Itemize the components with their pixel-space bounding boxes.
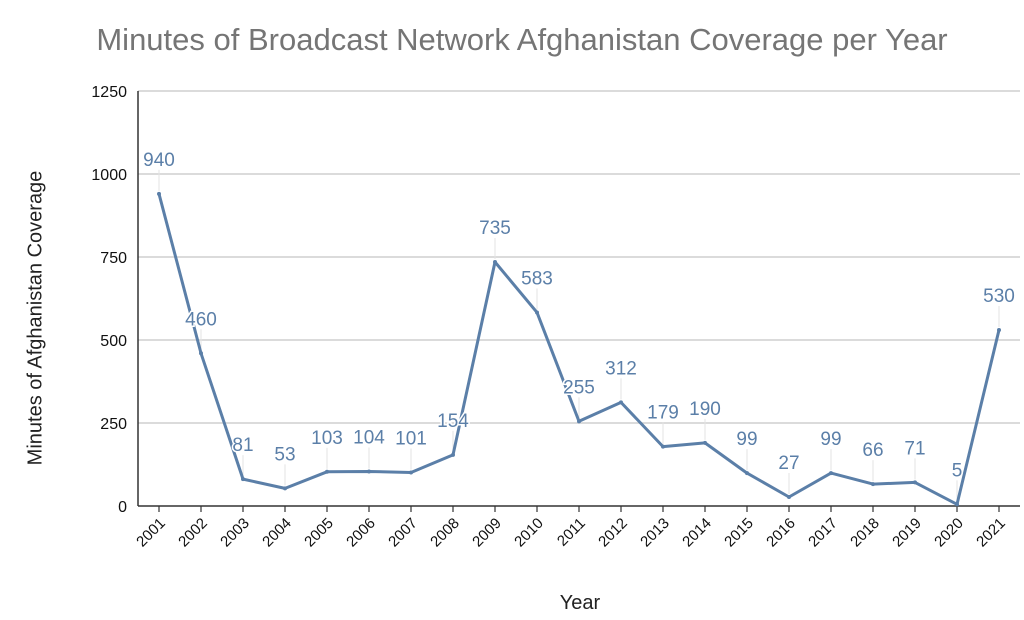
data-label: 101 [395,428,427,449]
grid-lines [138,90,1020,424]
data-point [577,419,581,424]
data-point [493,259,497,264]
data-point [955,502,959,507]
data-point [325,469,329,474]
x-tick-label: 2003 [217,515,253,551]
data-point [367,469,371,474]
data-label: 27 [778,453,799,474]
y-tick-label: 1000 [91,167,127,184]
data-point [535,310,539,315]
data-point [745,471,749,476]
x-tick-label: 2014 [679,515,715,551]
x-axis-title: Year [559,592,601,614]
data-label: 460 [185,309,217,330]
y-axis-title: Minutes of Afghanistan Coverage [24,170,47,466]
data-label: 583 [521,268,553,289]
chart-title: Minutes of Broadcast Network Afghanistan… [96,22,948,57]
data-point [913,480,917,485]
data-label: 530 [983,286,1015,307]
x-tick-label: 2002 [175,515,211,551]
data-label: 190 [689,399,721,420]
data-point [829,471,833,476]
data-point [451,452,455,457]
data-point [871,482,875,487]
data-point [787,495,791,500]
data-label: 735 [479,218,511,239]
series [157,191,1001,507]
data-label: 99 [820,429,841,450]
data-label: 5 [952,460,963,481]
data-point [241,477,245,482]
x-tick-label: 2009 [469,515,505,551]
axes [137,91,1020,512]
data-label: 154 [437,411,469,432]
data-point [157,191,161,196]
y-tick-label: 0 [118,499,127,516]
data-label: 66 [862,440,883,461]
data-label: 71 [904,438,925,459]
data-point [409,470,413,475]
data-label: 99 [736,429,757,450]
data-point [703,440,707,445]
data-label: 81 [232,435,253,456]
x-tick-label: 2013 [637,515,673,551]
x-tick-label: 2020 [931,515,967,551]
x-tick-label: 2019 [889,515,925,551]
y-tick-label: 750 [100,250,127,267]
data-label: 940 [143,150,175,171]
data-label: 179 [647,403,679,424]
x-tick-label: 2007 [385,515,421,551]
y-tick-label: 1250 [91,84,127,101]
y-tick-labels: 0 250 500 750 1000 1250 [91,84,127,516]
x-tick-label: 2001 [133,515,169,551]
data-point [283,486,287,491]
x-tick-label: 2005 [301,515,337,551]
data-point [997,328,1001,333]
data-point [199,351,203,356]
x-tick-label: 2021 [973,515,1009,551]
x-tick-label: 2008 [427,515,463,551]
data-point [661,444,665,449]
y-tick-label: 250 [100,416,127,433]
y-tick-label: 500 [100,333,127,350]
data-label: 104 [353,427,385,448]
data-label: 312 [605,358,637,379]
x-tick-label: 2010 [511,515,547,551]
data-point [619,400,623,405]
x-tick-label: 2018 [847,515,883,551]
data-label: 255 [563,377,595,398]
x-tick-label: 2017 [805,515,841,551]
data-labels: 940 460 81 53 103 104 101 154 735 583 255 312 179 190… [142,148,1017,482]
data-label: 53 [274,444,295,465]
x-tick-label: 2011 [554,515,589,550]
x-tick-label: 2016 [763,515,799,551]
x-tick-label: 2004 [259,515,295,551]
x-tick-labels: 2001 2002 2003 2004 2005 2006 2007 2008 2009 2010… [133,515,1009,551]
x-tick-label: 2006 [343,515,379,551]
x-tick-label: 2012 [595,515,631,551]
x-tick-label: 2015 [721,515,757,551]
data-label: 103 [311,428,343,449]
